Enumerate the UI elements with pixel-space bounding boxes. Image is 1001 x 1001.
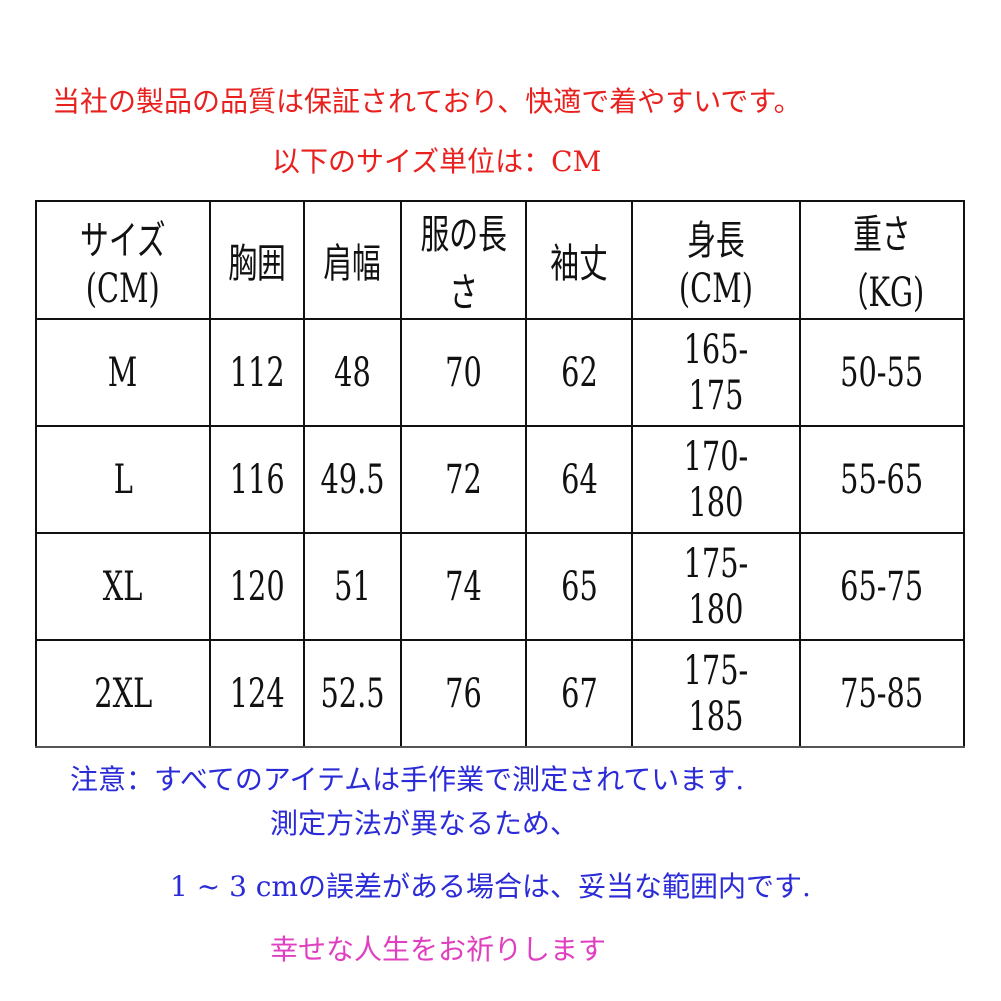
cell-text: 70 (444, 349, 482, 396)
column-header: 肩幅 (302, 200, 402, 320)
table-cell: 65 (524, 532, 634, 641)
note-line-1: 注意：すべてのアイテムは手作業で測定されています. (70, 763, 745, 796)
table-cell: 48 (302, 318, 402, 427)
table-cell: 64 (524, 425, 634, 534)
table-cell: 120 (208, 532, 305, 641)
cell-text: XL (102, 563, 143, 610)
size-chart-table: サイズ(CM) 胸囲 肩幅 服の長さ 袖丈 身長(CM) 重さ（KG) M 112 48 70 62 1… (35, 200, 965, 748)
cell-text: 65 (560, 563, 598, 610)
note-line-3: 1 ~ 3 cmの誤差がある場合は、妥当な範囲内です. (170, 870, 811, 903)
column-header: 重さ（KG) (799, 200, 965, 320)
table-cell: 170-180 (631, 425, 802, 534)
table-cell: 52.5 (302, 639, 402, 748)
cell-text: 175-185 (683, 647, 749, 740)
table-cell: 116 (208, 425, 305, 534)
header-row: サイズ(CM) 胸囲 肩幅 服の長さ 袖丈 身長(CM) 重さ（KG) (35, 200, 965, 320)
cell-text: L (113, 456, 133, 503)
table-row: XL 120 51 74 65 175-180 65-75 (35, 532, 965, 641)
table-cell: 75-85 (799, 639, 965, 748)
cell-text: 身長(CM) (679, 218, 754, 312)
cell-text: 72 (444, 456, 482, 503)
column-header: 袖丈 (524, 200, 634, 320)
cell-text: 170-180 (683, 433, 749, 526)
closing-message: 幸せな人生をお祈りします (270, 933, 607, 966)
table-cell: 112 (208, 318, 305, 427)
cell-text: 75-85 (840, 670, 924, 717)
cell-text: 肩幅 (323, 241, 381, 287)
cell-text: 112 (229, 349, 285, 396)
cell-text: 55-65 (840, 456, 924, 503)
table-cell: 62 (524, 318, 634, 427)
table-cell: 165-175 (631, 318, 802, 427)
cell-text: 袖丈 (550, 241, 608, 287)
table-row: 2XL 124 52.5 76 67 175-185 75-85 (35, 639, 965, 748)
cell-text: 76 (444, 670, 482, 717)
cell-text: サイズ(CM) (80, 218, 166, 312)
cell-text: 165-175 (683, 326, 749, 419)
table-row: M 112 48 70 62 165-175 50-55 (35, 318, 965, 427)
table-cell: XL (35, 532, 211, 641)
table-cell: 65-75 (799, 532, 965, 641)
cell-text: 服の長さ (420, 212, 507, 316)
cell-text: 175-180 (683, 540, 749, 633)
table-cell: 70 (399, 318, 527, 427)
cell-text: 65-75 (840, 563, 924, 610)
table-cell: 74 (399, 532, 527, 641)
table-cell: 175-180 (631, 532, 802, 641)
column-header: サイズ(CM) (35, 200, 211, 320)
table-cell: M (35, 318, 211, 427)
cell-text: 48 (333, 349, 371, 396)
table-cell: 51 (302, 532, 402, 641)
table-cell: 2XL (35, 639, 211, 748)
cell-text: 67 (560, 670, 598, 717)
cell-text: 49.5 (320, 456, 385, 503)
cell-text: 74 (444, 563, 482, 610)
quality-statement: 当社の製品の品質は保証されており、快適で着やすいです。 (52, 85, 802, 118)
table-cell: 50-55 (799, 318, 965, 427)
note-line-2: 測定方法が異なるため、 (270, 807, 579, 840)
table-cell: 55-65 (799, 425, 965, 534)
cell-text: 51 (333, 563, 371, 610)
table-cell: 124 (208, 639, 305, 748)
cell-text: 120 (229, 563, 285, 610)
cell-text: 124 (229, 670, 285, 717)
cell-text: 50-55 (840, 349, 924, 396)
table-cell: 72 (399, 425, 527, 534)
cell-text: 116 (229, 456, 285, 503)
table-cell: 175-185 (631, 639, 802, 748)
cell-text: 胸囲 (227, 241, 286, 287)
cell-text: 62 (560, 349, 598, 396)
unit-statement: 以下のサイズ単位は：CM (272, 145, 602, 178)
column-header: 胸囲 (208, 200, 305, 320)
cell-text: 64 (560, 456, 598, 503)
table-cell: L (35, 425, 211, 534)
table-row: L 116 49.5 72 64 170-180 55-65 (35, 425, 965, 534)
table-cell: 49.5 (302, 425, 402, 534)
cell-text: 重さ（KG) (839, 212, 925, 316)
table-cell: 67 (524, 639, 634, 748)
table-cell: 76 (399, 639, 527, 748)
cell-text: 52.5 (320, 670, 385, 717)
column-header: 身長(CM) (631, 200, 802, 320)
column-header: 服の長さ (399, 200, 527, 320)
cell-text: M (108, 349, 138, 396)
cell-text: 2XL (93, 670, 152, 717)
